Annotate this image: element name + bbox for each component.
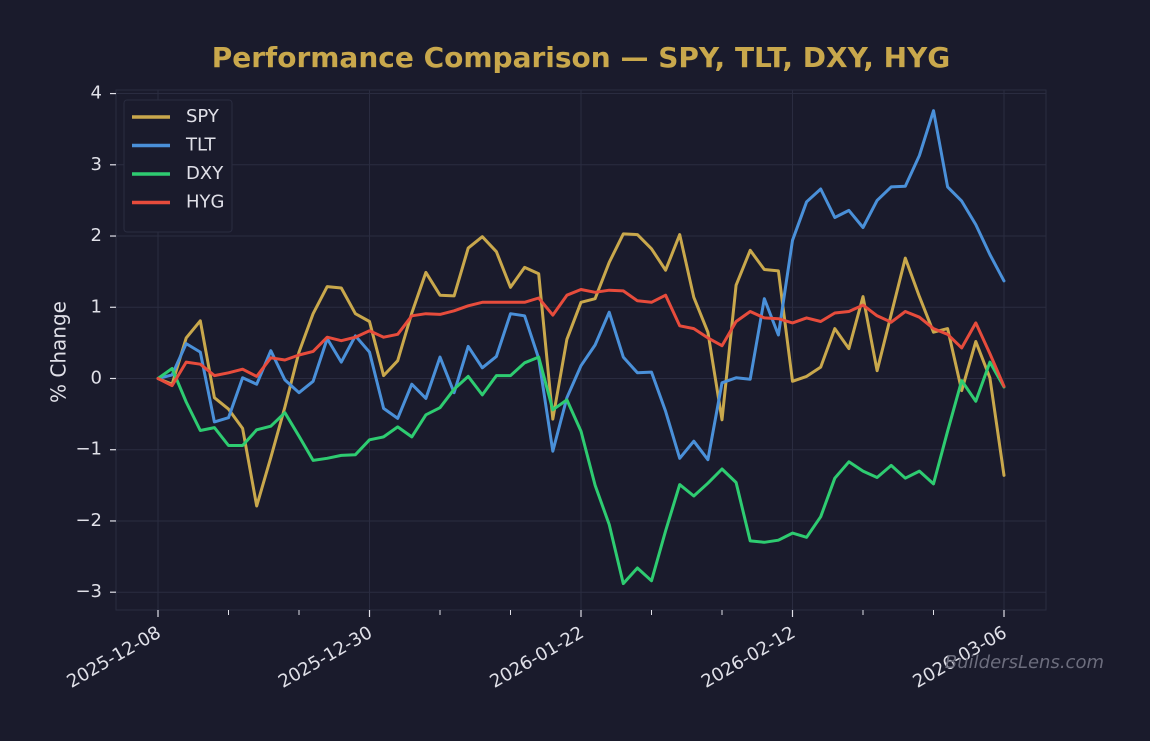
y-tick-label: 0 (91, 367, 102, 388)
series-lines (156, 109, 1006, 586)
y-tick-label: 3 (91, 154, 102, 175)
chart-title: Performance Comparison — SPY, TLT, DXY, … (212, 41, 951, 74)
y-tick-label: −3 (75, 581, 102, 602)
legend-label-spy: SPY (186, 106, 220, 127)
legend-label-dxy: DXY (186, 163, 224, 184)
y-tick-label: −1 (75, 439, 102, 460)
watermark: BuildersLens.com (945, 652, 1104, 673)
series-line-hyg (156, 288, 1006, 388)
y-tick-label: 1 (91, 296, 102, 317)
legend-label-hyg: HYG (186, 192, 224, 213)
legend: SPY TLT DXY HYG (123, 99, 233, 233)
series-line-tlt (156, 109, 1006, 462)
y-tick-label: −2 (75, 510, 102, 531)
legend-label-tlt: TLT (185, 135, 217, 156)
series-line-spy (156, 232, 1006, 508)
legend-box (123, 99, 233, 233)
series-line-dxy (156, 355, 1006, 586)
y-axis-label: % Change (47, 301, 71, 403)
y-tick-label: 2 (91, 225, 102, 246)
y-tick-label: 4 (91, 83, 102, 104)
